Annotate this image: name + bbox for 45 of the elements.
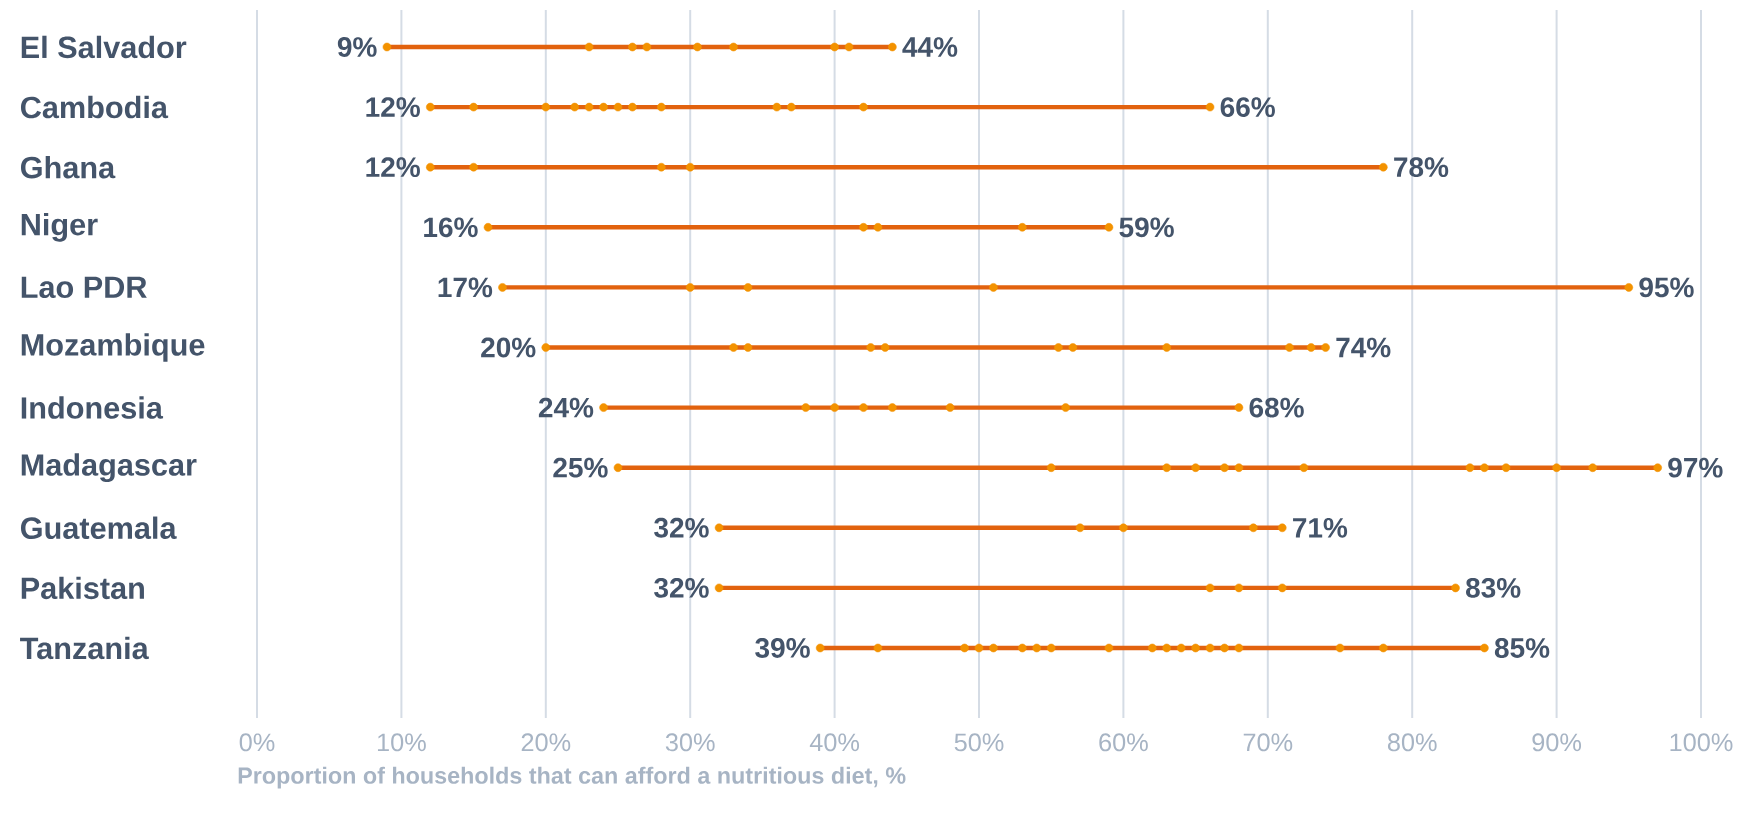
data-label: 9% [337, 37, 377, 57]
data-label: 25% [553, 457, 608, 478]
x-tick-label: 30% [665, 733, 715, 752]
data-label: 66% [1220, 97, 1275, 118]
y-tick-label: Mozambique [21, 333, 205, 362]
data-label: 16% [424, 217, 478, 238]
data-label: 32% [654, 517, 709, 538]
data-label: 95% [1639, 277, 1694, 298]
data-label: 17% [438, 277, 493, 298]
y-tick-label: Indonesia [21, 396, 164, 419]
x-tick-label: 20% [521, 733, 571, 752]
x-axis-title: Proportion of households that can afford a nutritious diet, % [238, 766, 906, 789]
data-label: 71% [1293, 517, 1348, 538]
data-label: 39% [755, 638, 810, 658]
x-tick-label: 80% [1387, 733, 1437, 752]
y-tick-label: Lao PDR [21, 276, 147, 299]
y-tick-label: Cambodia [20, 95, 169, 119]
data-label: 59% [1119, 217, 1174, 238]
data-label: 20% [481, 337, 536, 358]
y-tick-label: Niger [21, 212, 98, 242]
data-label: 12% [366, 97, 420, 117]
data-label: 74% [1336, 337, 1391, 358]
data-label: 44% [902, 37, 958, 57]
y-tick-label: Pakistan [21, 576, 144, 600]
data-label: 68% [1249, 397, 1304, 418]
y-tick-label: Tanzania [20, 636, 149, 660]
x-tick-label: 10% [377, 733, 426, 752]
data-label: 97% [1668, 457, 1723, 478]
x-tick-label: 40% [809, 733, 860, 752]
x-tick-label: 70% [1243, 733, 1293, 752]
x-tick-label: 0% [239, 733, 275, 752]
data-label: 32% [654, 577, 709, 598]
data-label: 78% [1394, 157, 1449, 178]
x-tick-label: 60% [1099, 733, 1148, 752]
y-tick-label: Ghana [20, 155, 116, 179]
data-label: 24% [538, 397, 594, 418]
x-tick-label: 50% [954, 733, 1004, 752]
y-tick-label: Guatemala [20, 516, 177, 540]
data-label: 12% [366, 157, 420, 178]
x-tick-label: 100% [1670, 733, 1733, 752]
data-label: 83% [1465, 577, 1521, 598]
x-tick-label: 90% [1532, 733, 1582, 752]
y-tick-label: Madagascar [21, 453, 197, 483]
y-tick-label: El Salvador [21, 35, 187, 59]
data-label: 85% [1494, 638, 1550, 658]
